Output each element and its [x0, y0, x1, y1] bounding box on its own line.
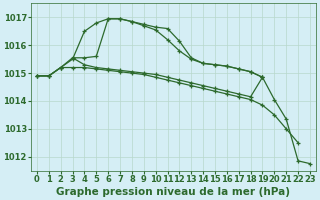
X-axis label: Graphe pression niveau de la mer (hPa): Graphe pression niveau de la mer (hPa)	[56, 187, 291, 197]
